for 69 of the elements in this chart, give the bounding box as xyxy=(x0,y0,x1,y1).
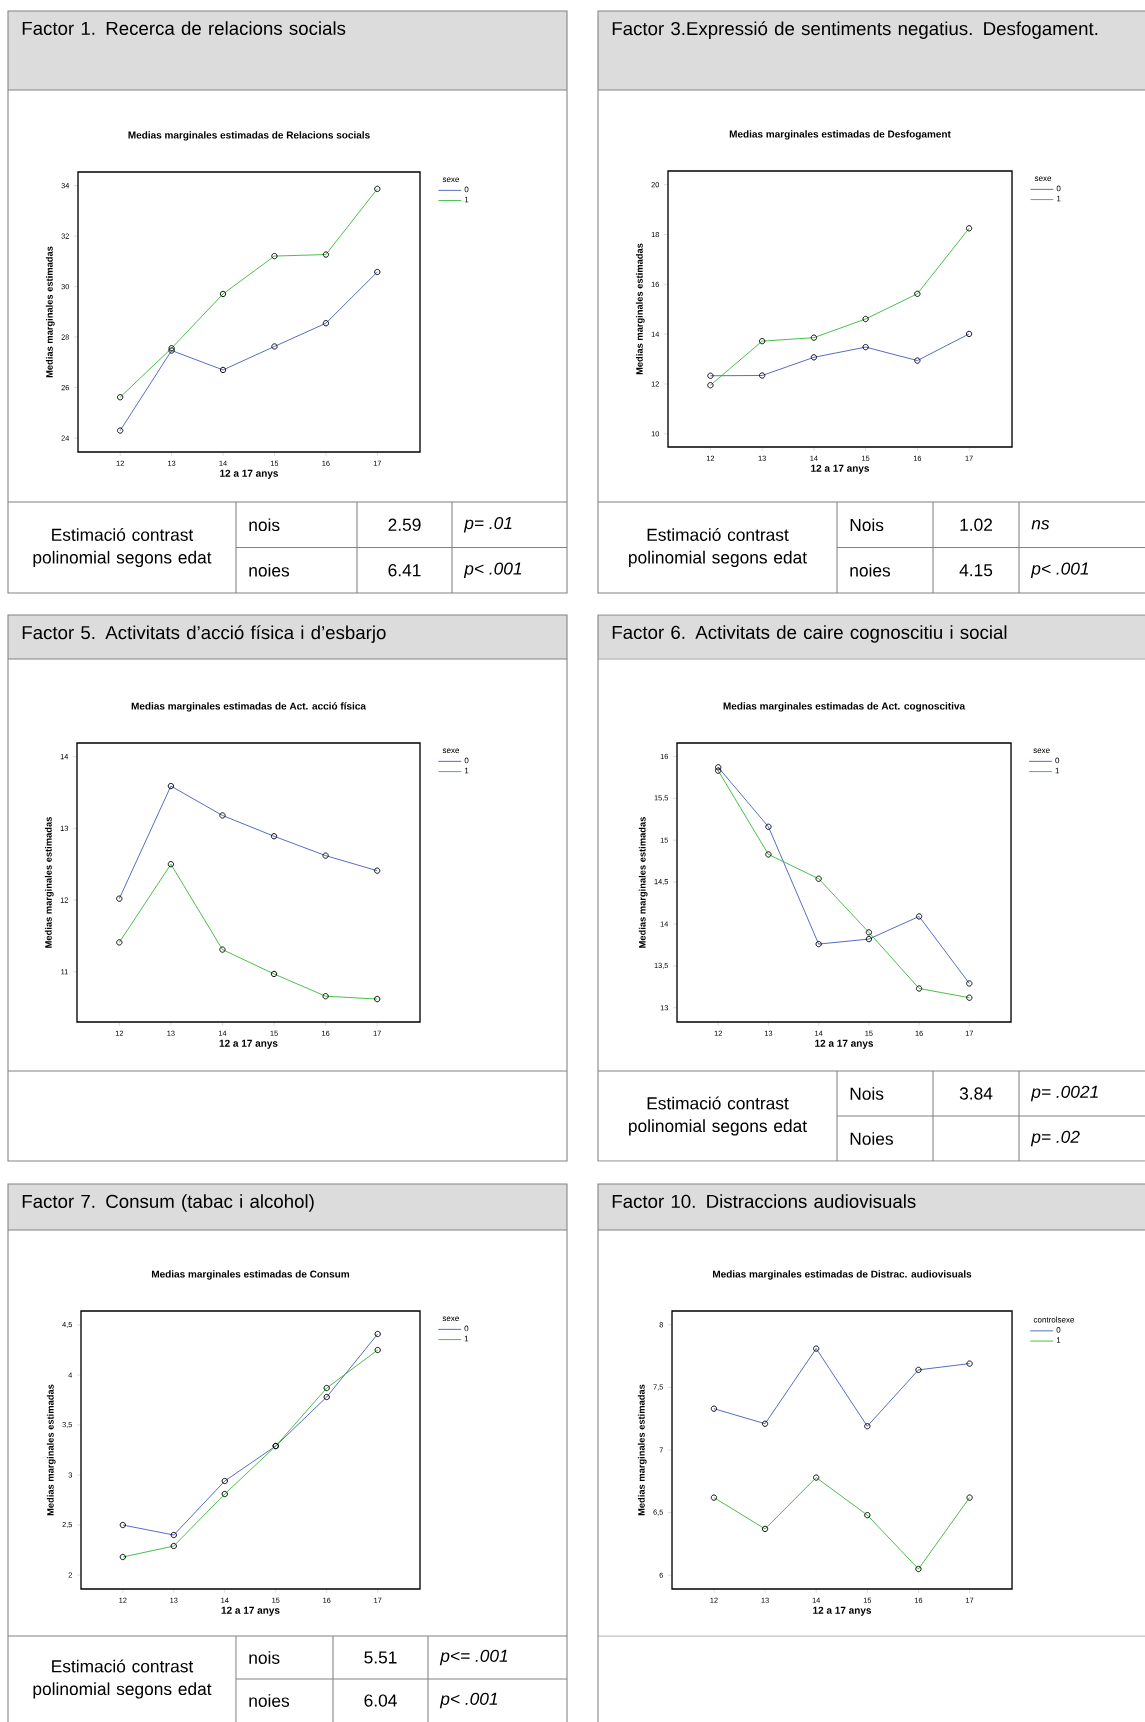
text: nois xyxy=(249,1651,280,1664)
text: Noies xyxy=(850,1132,893,1145)
text: p< .001 xyxy=(439,1692,498,1709)
chart-subtitle: Medias marginales estimadas de Act. acció física xyxy=(131,702,367,712)
chart-subtitle: Medias marginales estimadas de Desfogament xyxy=(729,130,951,140)
legend-label: 1 xyxy=(464,767,469,774)
y-axis-title: Medias marginales estimadas xyxy=(45,246,55,378)
text: p<= .001 xyxy=(439,1649,508,1666)
legend-label: 0 xyxy=(464,757,469,764)
chart-subtitle: Medias marginales estimadas de Consum xyxy=(151,1270,350,1280)
x-axis-title: 12 a 17 anys xyxy=(220,469,279,479)
chart-title: Factor 1. Recerca de relacions socials xyxy=(22,21,346,35)
y-axis-title: Medias marginales estimadas xyxy=(638,817,648,948)
text: Estimació contrast polinomial segons edat xyxy=(629,528,807,568)
legend-label: 1 xyxy=(1057,195,1061,202)
text: Nois xyxy=(850,1087,884,1100)
chart-subtitle: Medias marginales estimadas de Relacions socials xyxy=(128,131,370,141)
text: p= .02 xyxy=(1030,1130,1080,1147)
text: noies xyxy=(249,563,290,577)
legend-label: 0 xyxy=(1055,757,1060,764)
text: Estimació contrast polinomial segons edat xyxy=(33,528,212,568)
legend-label: 0 xyxy=(1056,185,1061,192)
legend-label: 1 xyxy=(1055,767,1060,774)
text: noies xyxy=(249,1694,290,1707)
text: 1.02 xyxy=(960,518,992,531)
chart-title: Factor 7. Consum (tabac i alcohol) xyxy=(22,1194,314,1212)
text: Estimació contrast polinomial segons edat xyxy=(33,1659,212,1699)
chart-subtitle: Medias marginales estimadas de Distrac. audiovisuals xyxy=(713,1270,972,1280)
text: 6.41 xyxy=(388,564,421,577)
x-axis-title: 12 a 17 anys xyxy=(813,1606,872,1616)
chart-title: Factor 6. Activitats de caire cognoscitiu i social xyxy=(612,625,1007,643)
y-axis-title: Medias marginales estimadas xyxy=(637,1384,647,1516)
text: p= .01 xyxy=(463,516,512,533)
legend-label: 0 xyxy=(464,1325,469,1332)
x-axis-title: 12 a 17 anys xyxy=(815,1039,874,1049)
text: p= .0021 xyxy=(1030,1085,1098,1102)
chart-title: Factor 3.Expressió de sentiments negatius. Desfogament. xyxy=(612,21,1098,39)
text: 6.04 xyxy=(364,1694,397,1707)
text: Nois xyxy=(850,518,884,532)
legend-label: 0 xyxy=(1056,1327,1061,1333)
legend-title: sexe xyxy=(1033,748,1050,753)
x-axis-title: 12 a 17 anys xyxy=(219,1039,278,1049)
legend-title: controlsexe xyxy=(1033,1316,1075,1323)
x-axis-title: 12 a 17 anys xyxy=(221,1606,280,1616)
text: 3.84 xyxy=(959,1087,993,1100)
legend-label: 1 xyxy=(464,196,469,203)
legend-title: sexe xyxy=(442,1316,459,1321)
text: p< .001 xyxy=(1030,562,1089,579)
y-axis-title: Medias marginales estimadas xyxy=(44,817,54,948)
y-axis-title: Medias marginales estimadas xyxy=(635,243,645,375)
text: ns xyxy=(1031,520,1050,530)
x-axis-title: 12 a 17 anys xyxy=(811,464,870,474)
legend-title: sexe xyxy=(1034,176,1052,181)
text: p< .001 xyxy=(463,562,522,579)
legend-label: 0 xyxy=(464,186,469,193)
chart-title: Factor 5. Activitats d’acció física i d’esbarjo xyxy=(22,625,386,643)
text: 2.59 xyxy=(388,518,421,531)
legend-label: 1 xyxy=(464,1335,469,1342)
text: 4.15 xyxy=(959,564,993,577)
text: 5.51 xyxy=(364,1651,397,1664)
legend-title: sexe xyxy=(442,748,460,753)
text: noies xyxy=(850,563,891,577)
y-axis-title: Medias marginales estimadas xyxy=(46,1384,56,1516)
legend-title: sexe xyxy=(442,177,460,182)
chart-title: Factor 10. Distraccions audiovisuals xyxy=(612,1194,916,1208)
chart-subtitle: Medias marginales estimadas de Act. cognoscitiva xyxy=(723,702,966,712)
text: Estimació contrast polinomial segons edat xyxy=(629,1096,807,1136)
legend-label: 1 xyxy=(1056,1337,1061,1343)
text: nois xyxy=(249,518,280,532)
